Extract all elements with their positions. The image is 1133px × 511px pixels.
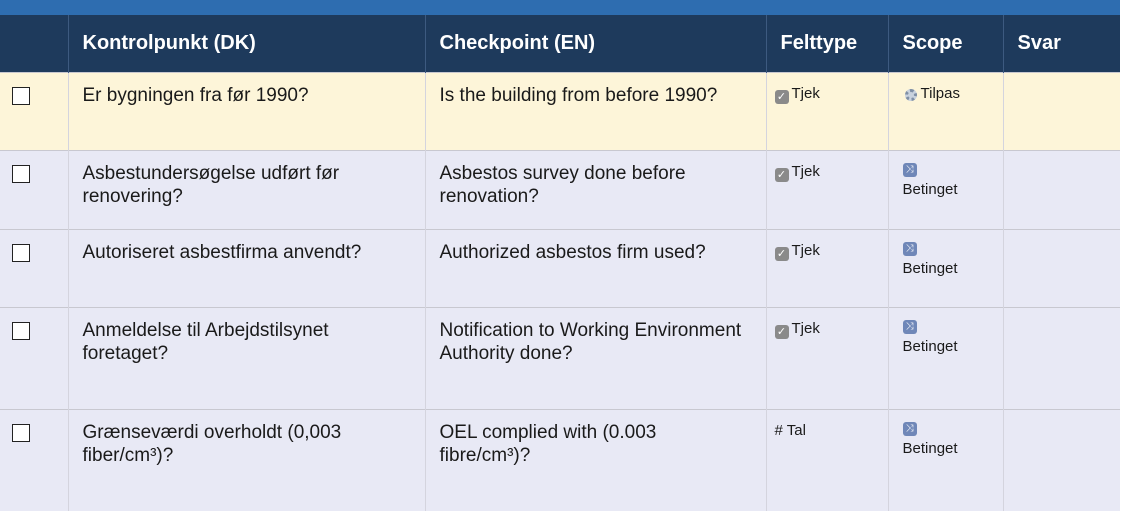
scope: Betinget (902, 338, 958, 355)
field-type: Tjek (791, 85, 820, 102)
header-text: Scope (902, 32, 963, 54)
header-cell (0, 15, 68, 73)
header-cell: Felttype (765, 15, 888, 73)
answer-cell[interactable] (1002, 72, 1120, 151)
header-cell: Kontrolpunkt (DK) (67, 15, 425, 73)
header-cell: Checkpoint (EN) (424, 15, 766, 73)
row-checkbox[interactable] (12, 244, 30, 262)
shuffle-icon: ⤨ (902, 242, 917, 256)
select-cell (0, 72, 68, 151)
checklist-row: Asbestundersøgelse udført før renovering… (0, 150, 1120, 230)
answer-cell[interactable] (1002, 150, 1120, 230)
header-text: Checkpoint (EN) (439, 32, 596, 54)
header-cell: Svar (1002, 15, 1120, 73)
select-cell (0, 307, 68, 410)
answer-cell[interactable] (1002, 409, 1120, 511)
text-cell: Is the building from before 1990? (424, 72, 766, 151)
row-checkbox[interactable] (12, 165, 30, 183)
checklist-table: Kontrolpunkt (DK) Checkpoint (EN) Felttype… (0, 15, 1120, 511)
text-cell: Er bygningen fra før 1990? (67, 72, 425, 151)
row-checkbox[interactable] (12, 424, 30, 442)
text-cell: OEL complied with (0.003 fibre/cm³)? (424, 409, 766, 511)
text-cell: Anmeldelse til Arbejdstilsynet foretaget… (67, 307, 425, 410)
header-row: Kontrolpunkt (DK) Checkpoint (EN) Felttype… (0, 15, 1120, 73)
field-type: Tjek (791, 163, 820, 180)
check-icon: ✓ (774, 325, 789, 339)
field-type-cell: # Tal (765, 409, 888, 511)
checkpoint-dk: Anmeldelse til Arbejdstilsynet foretaget… (82, 320, 329, 364)
scope: Betinget (902, 440, 958, 457)
scope: Betinget (902, 260, 958, 277)
scope: Betinget (902, 181, 958, 198)
checklist-row: Anmeldelse til Arbejdstilsynet foretaget… (0, 307, 1120, 410)
header-text: Kontrolpunkt (DK) (82, 32, 256, 54)
text-cell: Autoriseret asbestfirma anvendt? (67, 229, 425, 308)
field-type-cell: ✓ Tjek (765, 229, 888, 308)
row-checkbox[interactable] (12, 322, 30, 340)
checkpoint-en: Asbestos survey done before renovation? (439, 163, 686, 207)
select-cell (0, 409, 68, 511)
shuffle-icon: ⤨ (902, 422, 917, 436)
text-cell: Notification to Working Environment Auth… (424, 307, 766, 410)
scope-cell: ⤨ Betinget (887, 229, 1003, 308)
scope-cell: ⤨ Betinget (887, 409, 1003, 511)
gear-icon (904, 89, 917, 101)
scope-cell: ⤨ Betinget (887, 150, 1003, 230)
header-text: Svar (1017, 32, 1061, 54)
field-type: # Tal (774, 422, 806, 439)
header-cell: Scope (887, 15, 1003, 73)
checklist-row: Grænseværdi overholdt (0,003 fiber/cm³)?… (0, 409, 1120, 511)
shuffle-icon: ⤨ (902, 320, 917, 334)
top-bar (0, 0, 1120, 15)
header-text: Felttype (780, 32, 858, 54)
checkpoint-dk: Autoriseret asbestfirma anvendt? (82, 242, 362, 263)
text-cell: Asbestos survey done before renovation? (424, 150, 766, 230)
field-type: Tjek (791, 320, 820, 337)
scope-cell: Tilpas (887, 72, 1003, 151)
checkpoint-dk: Grænseværdi overholdt (0,003 fiber/cm³)? (82, 422, 342, 466)
field-type-cell: ✓ Tjek (765, 72, 888, 151)
text-cell: Grænseværdi overholdt (0,003 fiber/cm³)? (67, 409, 425, 511)
shuffle-icon: ⤨ (902, 163, 917, 177)
checkpoint-dk: Asbestundersøgelse udført før renovering… (82, 163, 340, 207)
select-cell (0, 150, 68, 230)
checklist-row: Er bygningen fra før 1990? Is the buildin… (0, 72, 1120, 151)
checkpoint-en: OEL complied with (0.003 fibre/cm³)? (439, 422, 657, 466)
checkpoint-en: Is the building from before 1990? (439, 85, 718, 106)
answer-cell[interactable] (1002, 229, 1120, 308)
checkpoint-dk: Er bygningen fra før 1990? (82, 85, 309, 106)
field-type-cell: ✓ Tjek (765, 307, 888, 410)
check-icon: ✓ (774, 168, 789, 182)
text-cell: Authorized asbestos firm used? (424, 229, 766, 308)
answer-cell[interactable] (1002, 307, 1120, 410)
scope: Tilpas (920, 85, 960, 102)
field-type-cell: ✓ Tjek (765, 150, 888, 230)
checklist-row: Autoriseret asbestfirma anvendt? Authoriz… (0, 229, 1120, 308)
checkpoint-en: Authorized asbestos firm used? (439, 242, 706, 263)
check-icon: ✓ (774, 247, 789, 261)
scope-cell: ⤨ Betinget (887, 307, 1003, 410)
select-cell (0, 229, 68, 308)
row-checkbox[interactable] (12, 87, 30, 105)
checkpoint-en: Notification to Working Environment Auth… (439, 320, 742, 364)
check-icon: ✓ (774, 90, 789, 104)
field-type: Tjek (791, 242, 820, 259)
text-cell: Asbestundersøgelse udført før renovering… (67, 150, 425, 230)
